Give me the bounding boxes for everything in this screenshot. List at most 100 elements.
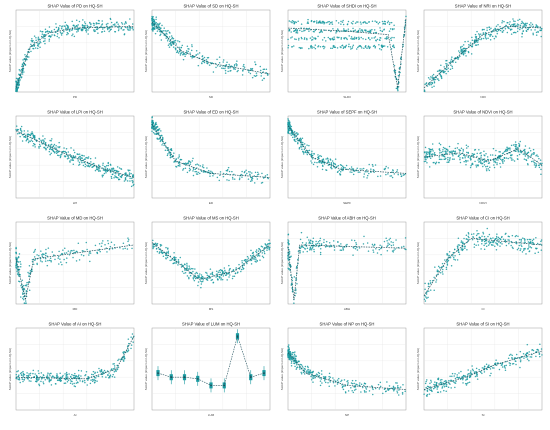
- shap-point: [307, 22, 310, 24]
- shap-point: [498, 237, 501, 240]
- shap-point: [423, 89, 426, 91]
- shap-point: [523, 247, 525, 250]
- shap-point: [467, 155, 470, 158]
- shap-point: [368, 21, 371, 23]
- shap-point: [390, 241, 392, 243]
- shap-point: [525, 159, 528, 162]
- shap-point: [175, 51, 178, 54]
- shap-point: [494, 160, 496, 162]
- shap-point: [97, 32, 99, 34]
- shap-point: [177, 264, 179, 266]
- shap-point: [427, 77, 430, 79]
- shap-point: [151, 121, 153, 124]
- shap-point: [456, 374, 458, 376]
- shap-point: [481, 372, 483, 375]
- shap-point: [47, 247, 50, 249]
- shap-point: [532, 160, 534, 162]
- shap-point: [505, 24, 507, 27]
- shap-point: [287, 123, 289, 126]
- trend-line: [151, 124, 271, 178]
- shap-point: [526, 238, 529, 241]
- shap-point: [424, 382, 427, 385]
- shap-point: [432, 153, 434, 155]
- shap-point: [54, 258, 56, 261]
- shap-point: [80, 29, 83, 31]
- shap-point: [335, 32, 337, 34]
- shap-point: [46, 378, 49, 380]
- shap-point: [396, 390, 398, 392]
- shap-point: [388, 243, 391, 246]
- shap-point: [224, 72, 227, 74]
- shap-point: [522, 353, 525, 355]
- shap-point: [296, 32, 299, 34]
- shap-point: [342, 166, 345, 169]
- shap-point: [76, 381, 79, 383]
- shap-point: [301, 365, 304, 367]
- shap-point: [16, 378, 18, 380]
- shap-point: [344, 385, 346, 387]
- shap-point: [303, 38, 306, 40]
- shap-point: [52, 145, 55, 147]
- shap-point: [114, 370, 117, 372]
- shap-point: [44, 379, 47, 381]
- shap-point: [485, 160, 487, 163]
- shap-point: [522, 30, 525, 32]
- shap-point: [386, 239, 388, 242]
- shap-point: [171, 36, 174, 39]
- shap-point: [96, 168, 99, 171]
- shap-point: [118, 178, 121, 181]
- shap-point: [35, 39, 37, 41]
- shap-point: [256, 259, 258, 262]
- shap-point: [25, 139, 27, 142]
- shap-point: [515, 363, 517, 366]
- shap-point: [447, 67, 449, 70]
- shap-point: [514, 20, 516, 23]
- shap-point: [98, 242, 101, 245]
- shap-point: [103, 369, 106, 372]
- shap-point: [162, 255, 165, 258]
- shap-point: [476, 373, 478, 376]
- shap-point: [530, 29, 532, 31]
- shap-point: [388, 23, 391, 26]
- shap-point: [484, 37, 487, 39]
- shap-point: [221, 278, 224, 281]
- shap-point: [120, 176, 123, 179]
- shap-point: [165, 246, 167, 249]
- shap-point: [537, 349, 540, 351]
- shap-point: [492, 159, 495, 161]
- shap-point: [131, 23, 134, 25]
- shap-point: [539, 159, 542, 161]
- shap-point: [161, 134, 163, 137]
- shap-point: [189, 161, 192, 163]
- shap-point: [29, 140, 31, 143]
- shap-point: [471, 365, 473, 367]
- shap-point: [304, 150, 307, 152]
- shap-point: [334, 385, 336, 387]
- shap-point: [268, 246, 270, 249]
- shap-point: [456, 245, 459, 248]
- shap-point: [21, 140, 24, 142]
- shap-point: [316, 22, 318, 24]
- shap-point: [101, 242, 103, 244]
- shap-point: [482, 231, 484, 234]
- shap-point: [112, 168, 114, 171]
- shap-point: [29, 134, 31, 136]
- shap-point: [367, 45, 370, 47]
- shap-point: [501, 362, 504, 365]
- shap-point: [495, 237, 498, 239]
- shap-point: [202, 171, 205, 173]
- shap-point: [224, 269, 226, 272]
- shap-point: [46, 146, 49, 149]
- shap-point: [469, 156, 472, 158]
- shap-point: [327, 21, 329, 23]
- shap-point: [459, 55, 461, 57]
- shap-point: [19, 127, 22, 130]
- shap-point: [521, 20, 523, 23]
- shap-point: [85, 156, 87, 159]
- shap-point: [521, 251, 524, 253]
- shap-point: [477, 240, 479, 243]
- shap-point: [328, 246, 331, 248]
- shap-point: [126, 180, 129, 182]
- shap-point: [168, 36, 171, 38]
- plot-title: SHAP Value of ED on HQ-SH: [183, 110, 238, 115]
